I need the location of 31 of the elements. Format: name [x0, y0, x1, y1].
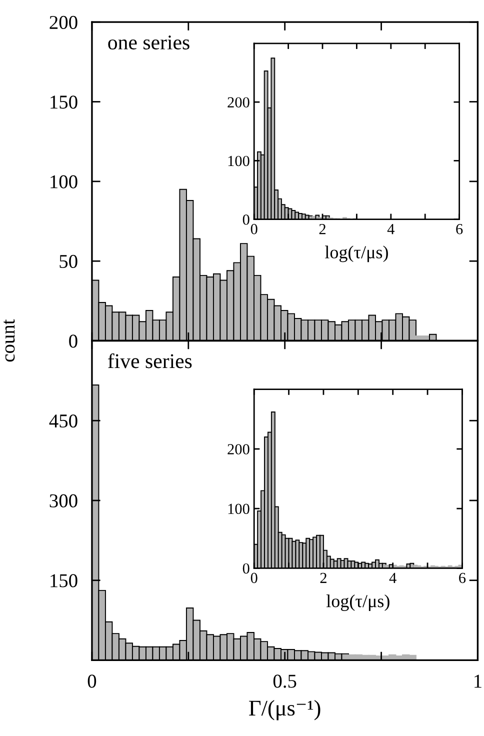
y-tick-label: 100	[228, 156, 250, 166]
x-tick-label: 6	[456, 224, 463, 234]
x-tick-label: 2	[320, 572, 326, 583]
x-tick-label: 4	[387, 224, 394, 234]
y-axis-title: count	[4, 319, 15, 362]
y-tick-label: 0	[242, 563, 250, 574]
x-tick-label: 2	[319, 224, 326, 234]
x-axis-title: Γ/(μs⁻¹)	[249, 700, 320, 720]
y-tick-label: 100	[228, 504, 250, 514]
y-tick-label: 0	[69, 334, 78, 348]
x-axis-title: log(τ/μs)	[325, 246, 388, 262]
y-tick-label: 150	[50, 96, 78, 109]
y-tick-label: 200	[228, 444, 250, 454]
y-tick-label: 0	[242, 214, 250, 225]
y-tick-label: 200	[228, 97, 250, 108]
y-tick-label: 100	[50, 175, 78, 188]
x-tick-label: 0	[250, 224, 258, 234]
y-tick-label: 50	[60, 254, 78, 268]
x-tick-label: 0	[88, 674, 96, 688]
y-tick-label: 450	[49, 414, 78, 428]
x-tick-label: 0	[250, 572, 258, 584]
annotation: one series	[108, 35, 190, 50]
x-tick-label: 1	[474, 674, 482, 688]
x-tick-label: 6	[459, 572, 466, 584]
y-tick-label: 150	[50, 574, 78, 588]
x-axis-title: log(τ/μs)	[326, 594, 390, 611]
x-tick-label: 4	[389, 572, 396, 583]
y-tick-label: 300	[50, 494, 78, 508]
x-tick-label: 0.5	[273, 674, 296, 688]
annotation: five series	[108, 353, 192, 368]
y-tick-label: 200	[50, 16, 78, 30]
